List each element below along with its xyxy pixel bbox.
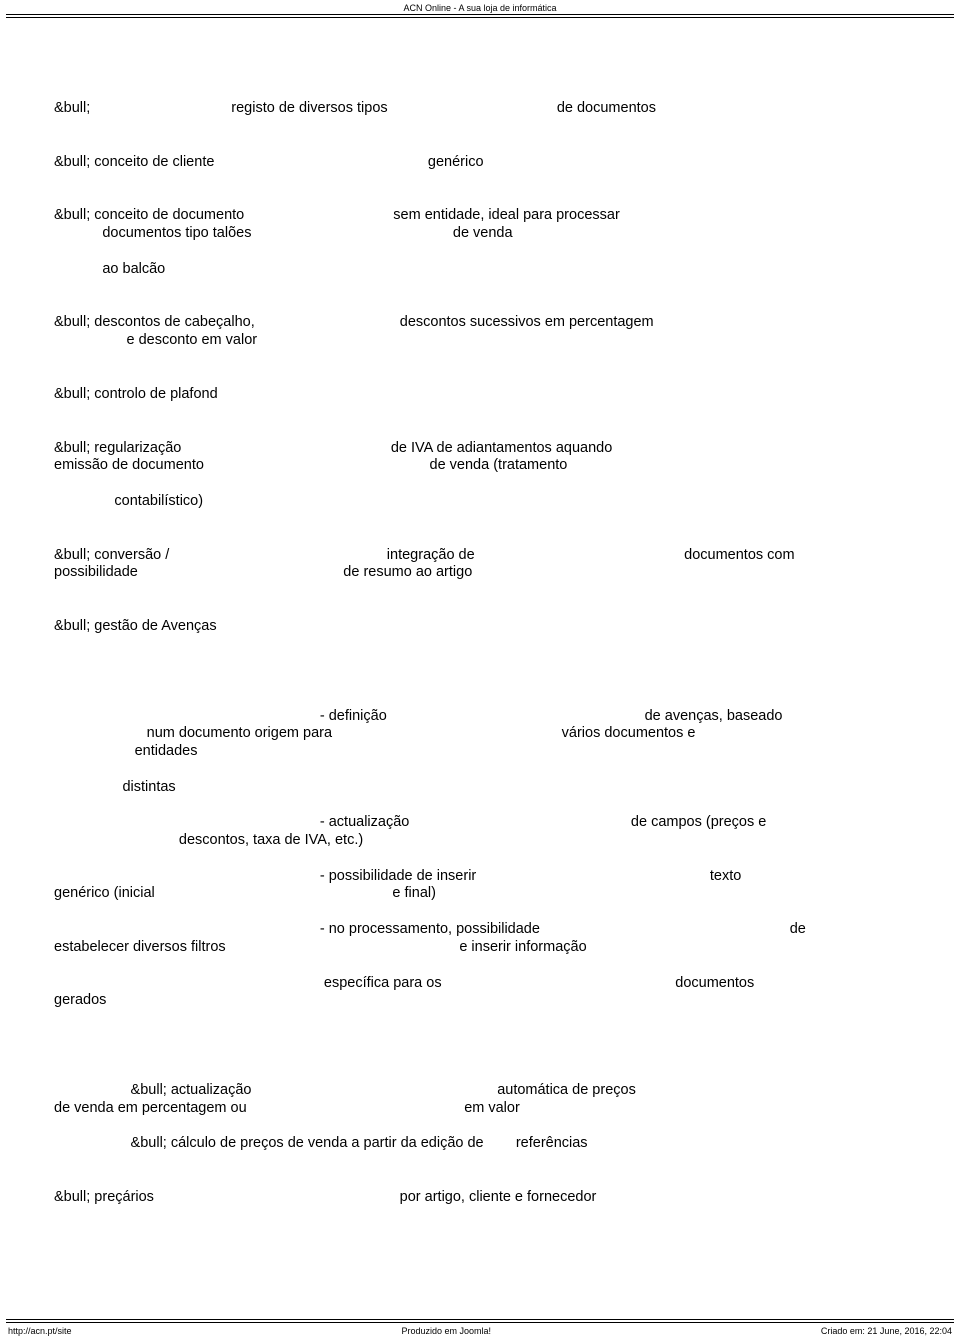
body-line: gerados: [54, 992, 906, 1010]
footer-rule: [6, 1322, 954, 1323]
body-line: num documento origem para vários documen…: [54, 725, 906, 743]
body-line: &bull; conceito de cliente genérico: [54, 154, 906, 172]
body-line: &bull; cálculo de preços de venda a part…: [54, 1135, 906, 1153]
page-header-title: ACN Online - A sua loja de informática: [0, 3, 960, 13]
body-line: - definição de avenças, baseado: [54, 708, 906, 726]
body-line: possibilidade de resumo ao artigo: [54, 564, 906, 582]
header-rule: [6, 17, 954, 18]
body-line: e desconto em valor: [54, 332, 906, 350]
body-line: &bull; conversão / integração de documen…: [54, 547, 906, 565]
body-line: específica para os documentos: [54, 975, 906, 993]
body-line: &bull; actualização automática de preços: [54, 1082, 906, 1100]
body-line: ao balcão: [54, 261, 906, 279]
body-line: &bull; gestão de Avenças: [54, 618, 906, 636]
body-line: contabilístico): [54, 493, 906, 511]
footer-url: http://acn.pt/site: [8, 1326, 72, 1336]
footer-timestamp: Criado em: 21 June, 2016, 22:04: [821, 1326, 952, 1336]
body-line: genérico (inicial e final): [54, 885, 906, 903]
body-line: documentos tipo talões de venda: [54, 225, 906, 243]
body-line: &bull; regularização de IVA de adiantame…: [54, 440, 906, 458]
page: ACN Online - A sua loja de informática &…: [0, 0, 960, 1338]
body-line: &bull; preçários por artigo, cliente e f…: [54, 1189, 906, 1207]
body-line: de venda em percentagem ou em valor: [54, 1100, 906, 1118]
body-line: - possibilidade de inserir texto: [54, 868, 906, 886]
page-footer: http://acn.pt/site Produzido em Joomla! …: [8, 1326, 952, 1336]
body-line: descontos, taxa de IVA, etc.): [54, 832, 906, 850]
body-line: entidades: [54, 743, 906, 761]
body-line: &bull; registo de diversos tipos de docu…: [54, 100, 906, 118]
body-line: distintas: [54, 779, 906, 797]
body-line: &bull; descontos de cabeçalho, descontos…: [54, 314, 906, 332]
body-line: &bull; conceito de documento sem entidad…: [54, 207, 906, 225]
body-line: emissão de documento de venda (tratament…: [54, 457, 906, 475]
footer-rule: [6, 1319, 954, 1320]
body-line: estabelecer diversos filtros e inserir i…: [54, 939, 906, 957]
body-line: &bull; controlo de plafond: [54, 386, 906, 404]
body-line: - actualização de campos (preços e: [54, 814, 906, 832]
footer-generator: Produzido em Joomla!: [401, 1326, 491, 1336]
body-line: - no processamento, possibilidade de: [54, 921, 906, 939]
header-rule: [6, 14, 954, 15]
document-body: &bull; registo de diversos tipos de docu…: [54, 100, 906, 1243]
